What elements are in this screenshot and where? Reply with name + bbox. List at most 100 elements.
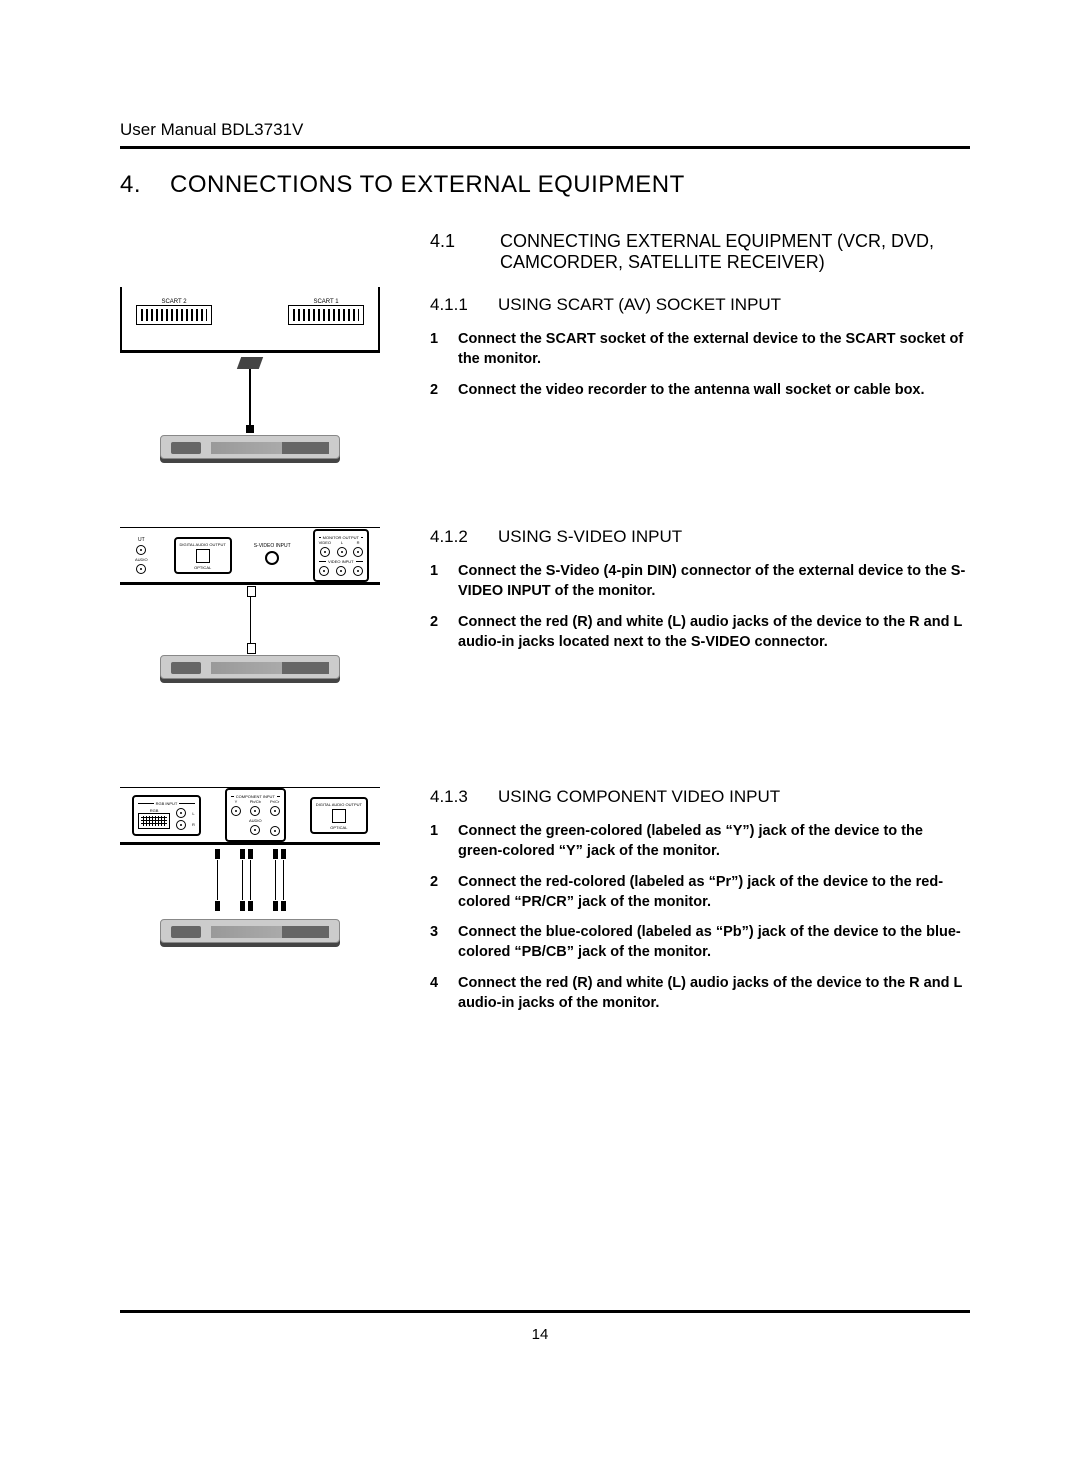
jack-icon (320, 547, 330, 557)
step-num: 2 (430, 872, 442, 913)
steps-4-1-3: 1 Connect the green-colored (labeled as “… (430, 821, 970, 1013)
step-num: 2 (430, 380, 442, 400)
pr-label: Pr/Cr (270, 799, 280, 804)
optical-label: OPTICAL (316, 825, 362, 830)
r-label: R (192, 822, 195, 827)
r-label: R (353, 540, 363, 545)
step-num: 1 (430, 821, 442, 862)
port-digital-out: DIGITAL AUDIO OUTPUT OPTICAL (310, 797, 368, 834)
heading-4-1-3: 4.1.3 USING COMPONENT VIDEO INPUT (430, 787, 970, 807)
external-device (160, 655, 340, 679)
h3-title: USING S-VIDEO INPUT (498, 527, 682, 547)
figure-component: RGB INPUT RGB LR COMPONENT INPUT Y Pb/Cb… (120, 787, 380, 997)
step-num: 3 (430, 922, 442, 963)
svideo-icon (265, 551, 279, 565)
vga-icon (138, 813, 170, 829)
page-number: 14 (0, 1326, 1080, 1343)
digital-label: DIGITAL AUDIO OUTPUT (180, 543, 226, 547)
y-label: Y (231, 799, 241, 804)
jack-icon (250, 825, 260, 835)
svideo-label: S-VIDEO INPUT (254, 543, 291, 549)
optical-icon (196, 549, 210, 563)
footer-rule (120, 1310, 970, 1313)
h1-number: 4. (120, 171, 170, 199)
figure-scart: SCART 2 SCART 1 (120, 287, 380, 467)
step-item: 1 Connect the S-Video (4-pin DIN) connect… (430, 561, 970, 602)
port-digital: DIGITAL AUDIO OUTPUT OPTICAL (174, 537, 232, 574)
jack-icon (136, 545, 146, 555)
step-item: 3 Connect the blue-colored (labeled as “P… (430, 922, 970, 963)
step-item: 1 Connect the green-colored (labeled as “… (430, 821, 970, 862)
port-rgb: RGB INPUT RGB LR (132, 795, 201, 836)
port-ut: UT AUDIO (131, 533, 152, 578)
h2-title: CONNECTING EXTERNAL EQUIPMENT (VCR, DVD,… (500, 231, 970, 273)
jack-icon (136, 564, 146, 574)
optical-icon (332, 809, 346, 823)
jack-icon (353, 566, 363, 576)
step-num: 4 (430, 973, 442, 1014)
jack-icon (270, 806, 280, 816)
heading-4-1: 4.1 CONNECTING EXTERNAL EQUIPMENT (VCR, … (430, 231, 970, 273)
steps-4-1-1: 1 Connect the SCART socket of the externa… (430, 329, 970, 400)
audio-label: AUDIO (249, 818, 262, 823)
h3-number: 4.1.3 (430, 787, 474, 807)
h3-title: USING COMPONENT VIDEO INPUT (498, 787, 780, 807)
h3-number: 4.1.2 (430, 527, 474, 547)
jack-icon (176, 808, 186, 818)
step-text: Connect the green-colored (labeled as “Y… (458, 821, 970, 862)
breadcrumb: User Manual BDL3731V (120, 120, 970, 140)
steps-4-1-2: 1 Connect the S-Video (4-pin DIN) connect… (430, 561, 970, 652)
l-label: L (337, 540, 347, 545)
heading-4-1-1: 4.1.1 USING SCART (AV) SOCKET INPUT (430, 295, 970, 315)
step-text: Connect the SCART socket of the external… (458, 329, 970, 370)
step-item: 4 Connect the red (R) and white (L) audio… (430, 973, 970, 1014)
h3-title: USING SCART (AV) SOCKET INPUT (498, 295, 781, 315)
video-label: VIDEO (319, 540, 331, 545)
audio-label: AUDIO (135, 557, 148, 562)
header-rule (120, 146, 970, 149)
step-num: 1 (430, 329, 442, 370)
l-label: L (192, 811, 195, 816)
heading-4-1-2: 4.1.2 USING S-VIDEO INPUT (430, 527, 970, 547)
h2-number: 4.1 (430, 231, 470, 273)
jack-icon (319, 566, 329, 576)
step-num: 2 (430, 612, 442, 653)
step-item: 2 Connect the video recorder to the anten… (430, 380, 970, 400)
step-item: 1 Connect the SCART socket of the externa… (430, 329, 970, 370)
h1-title: CONNECTIONS TO EXTERNAL EQUIPMENT (170, 171, 685, 198)
jack-icon (336, 566, 346, 576)
port-component: COMPONENT INPUT Y Pb/CbAUDIO Pr/Cr (225, 788, 286, 842)
step-num: 1 (430, 561, 442, 602)
external-device (160, 435, 340, 459)
step-text: Connect the red (R) and white (L) audio … (458, 973, 970, 1014)
h3-number: 4.1.1 (430, 295, 474, 315)
jack-icon (337, 547, 347, 557)
video-in-label: VIDEO INPUT (328, 559, 354, 564)
jack-icon (176, 820, 186, 830)
ut-label: UT (135, 537, 148, 543)
step-item: 2 Connect the red-colored (labeled as “Pr… (430, 872, 970, 913)
step-text: Connect the S-Video (4-pin DIN) connecto… (458, 561, 970, 602)
step-text: Connect the video recorder to the antenn… (458, 380, 925, 400)
heading-1: 4.CONNECTIONS TO EXTERNAL EQUIPMENT (120, 171, 970, 199)
step-text: Connect the red-colored (labeled as “Pr”… (458, 872, 970, 913)
pb-label: Pb/Cb (249, 799, 262, 804)
svideo-cable (120, 585, 380, 655)
step-text: Connect the red (R) and white (L) audio … (458, 612, 970, 653)
figure-svideo: UT AUDIO DIGITAL AUDIO OUTPUT OPTICAL S-… (120, 527, 380, 727)
component-cables (120, 845, 380, 919)
external-device (160, 919, 340, 943)
step-item: 2 Connect the red (R) and white (L) audio… (430, 612, 970, 653)
jack-icon (250, 806, 260, 816)
port-monitor-out: MONITOR OUTPUT VIDEO L R VIDEO INPUT (313, 529, 369, 582)
port-svideo: S-VIDEO INPUT (254, 543, 291, 567)
digital-label: DIGITAL AUDIO OUTPUT (316, 803, 362, 807)
jack-icon (353, 547, 363, 557)
scart-cable (249, 363, 251, 429)
rgb-label: RGB INPUT (156, 801, 178, 806)
step-text: Connect the blue-colored (labeled as “Pb… (458, 922, 970, 963)
jack-icon (231, 806, 241, 816)
scart2-port (136, 305, 212, 325)
optical-label: OPTICAL (180, 565, 226, 570)
jack-icon (270, 826, 280, 836)
